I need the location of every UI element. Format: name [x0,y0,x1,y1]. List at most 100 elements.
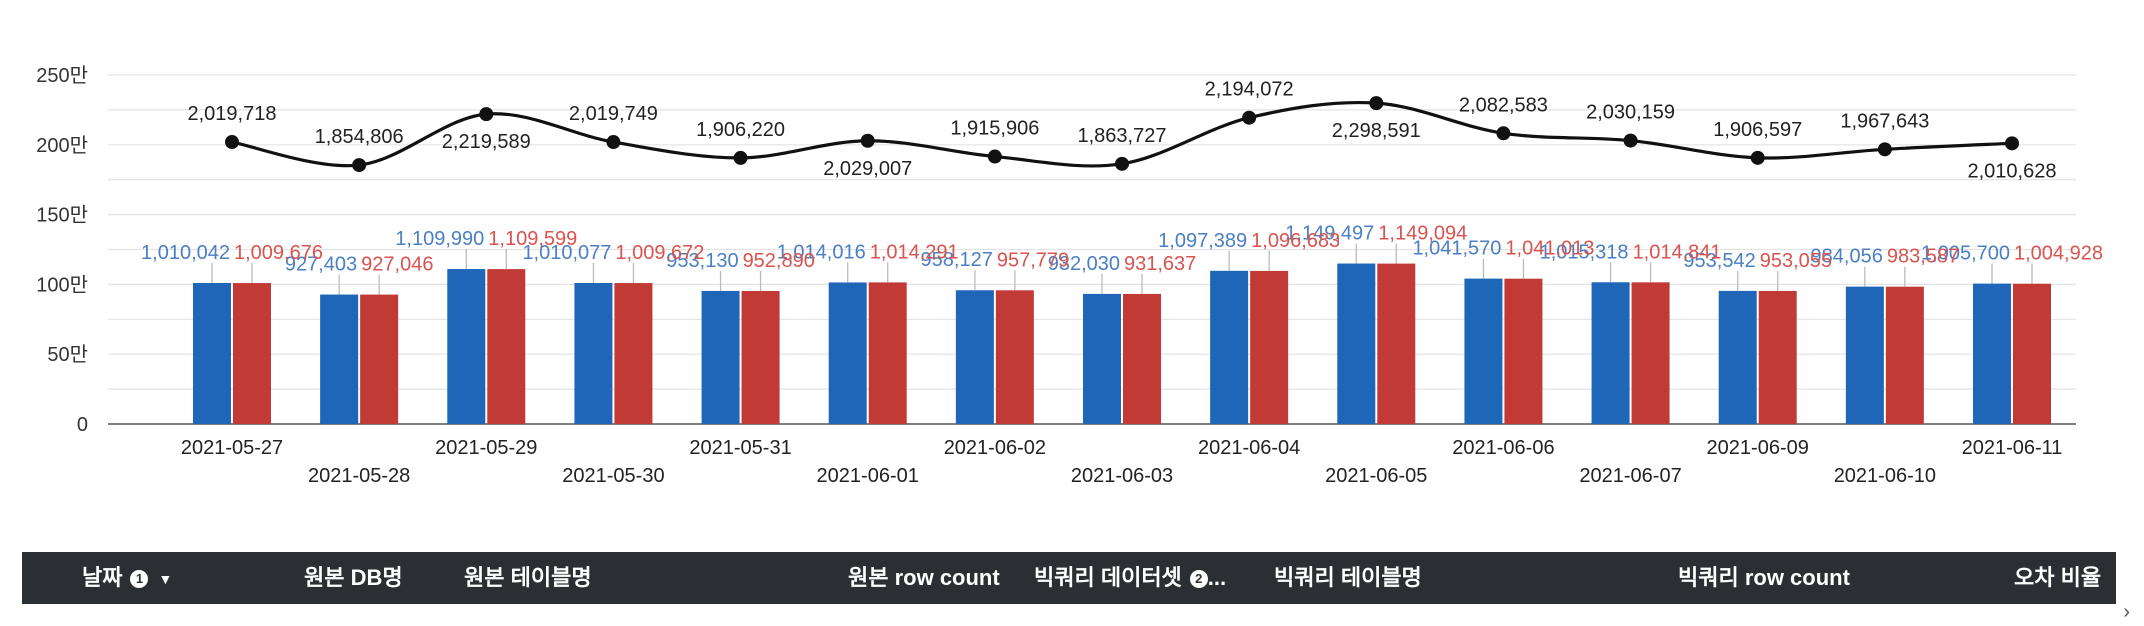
x-tick-label: 2021-06-09 [1707,437,1809,459]
x-tick-label: 2021-06-07 [1579,465,1681,487]
info-badge-icon: 2 [1190,570,1208,588]
column-header-source-table[interactable]: 원본 테이블명 [464,552,592,604]
chevron-right-icon[interactable]: › [2123,601,2130,624]
x-tick-label: 2021-06-11 [1962,437,2063,459]
line-data-label: 2,082,583 [1459,94,1548,116]
line-point [2005,136,2019,150]
line-point [1115,157,1129,171]
chart: 0 50만 100만 150만 200만 250만 2021-05-27 2021-05-28… [0,0,2144,540]
bar-data-label: 957,779 [997,249,1069,271]
column-header-date[interactable]: 날짜 1 ▼ [82,552,172,604]
bar [829,282,867,424]
bar [233,283,271,424]
line-data-label: 1,915,906 [950,118,1039,140]
line-point [1369,96,1383,110]
bar-data-label: 1,096,683 [1251,230,1340,252]
bar-data-label: 952,890 [743,250,815,272]
y-tick-label: 150만 [36,204,88,227]
column-header-label: 오차 비율 [2014,565,2101,590]
bar-data-label: 927,046 [361,254,433,276]
bar [742,291,780,424]
bar [1592,282,1630,424]
column-header-error-rate[interactable]: 오차 비율 [2014,552,2101,604]
line-data-label: 2,194,072 [1205,79,1294,101]
column-header-label: 원본 row count [848,565,1000,590]
bar [574,283,612,424]
y-tick-label: 250만 [36,64,88,87]
line-data-label: 2,298,591 [1332,120,1421,142]
line-data-label: 1,906,220 [696,119,785,141]
line-data-label: 2,019,718 [188,103,277,125]
line-data-label: 2,029,007 [823,158,912,180]
bar [447,269,485,424]
bar [1846,287,1884,424]
bar [1973,284,2011,424]
bar-data-label: 1,009,672 [615,242,704,264]
bar [956,290,994,424]
bar [1759,291,1797,424]
x-tick-label: 2021-06-05 [1325,465,1427,487]
line-point [1624,134,1638,148]
line-point [479,107,493,121]
column-header-label: 빅쿼리 데이터셋 [1034,565,1182,590]
y-tick-label: 200만 [36,134,88,157]
bar [1337,264,1375,424]
bar [1886,287,1924,424]
column-header-label: 원본 테이블명 [464,565,592,590]
line-point [734,151,748,165]
line-point [1878,142,1892,156]
bar [1250,271,1288,424]
line-data-label: 1,906,597 [1713,119,1802,141]
bar-data-label: 983,587 [1887,246,1959,268]
x-tick-label: 2021-06-01 [817,465,919,487]
bar-data-label: 1,004,928 [2014,243,2103,265]
line-point [225,135,239,149]
line-data-label: 1,967,643 [1840,110,1929,132]
column-header-bq-table[interactable]: 빅쿼리 테이블명 [1274,552,1422,604]
bar [193,283,231,424]
x-tick-label: 2021-06-10 [1834,465,1936,487]
bar-data-label: 1,014,841 [1633,241,1722,263]
bar [320,295,358,424]
column-header-source-row-count[interactable]: 원본 row count [848,552,1000,604]
sort-caret-icon[interactable]: ▼ [158,553,172,605]
x-tick-label: 2021-05-29 [435,437,537,459]
x-tick-label: 2021-05-28 [308,465,410,487]
bar-data-label: 1,097,389 [1158,230,1247,252]
x-tick-label: 2021-05-30 [562,465,664,487]
line-data-label: 1,863,727 [1078,125,1167,147]
bar [702,291,740,424]
column-header-source-db[interactable]: 원본 DB명 [304,552,403,604]
bar [1210,271,1248,424]
column-header-label: 원본 DB명 [304,565,403,590]
x-tick-label: 2021-06-03 [1071,465,1173,487]
bar [1464,279,1502,424]
line-data-label: 2,010,628 [1968,160,2057,182]
line-point [606,135,620,149]
bar-data-label: 1,014,291 [870,241,959,263]
bar [1123,294,1161,424]
column-header-bq-dataset[interactable]: 빅쿼리 데이터셋 2... [1034,552,1226,604]
table-header: 날짜 1 ▼ 원본 DB명 원본 테이블명 원본 row count 빅쿼리 데이터… [22,552,2116,604]
bar-data-label: 1,009,676 [234,242,323,264]
overflow-ellipsis: ... [1208,565,1226,590]
bar [869,282,907,424]
line-data-label: 2,219,589 [442,131,531,153]
bar [1377,264,1415,424]
line-point [1496,126,1510,140]
line-point [1242,111,1256,125]
y-tick-label: 50만 [47,343,88,366]
line-data-label: 2,030,159 [1586,102,1675,124]
line-data-label: 2,019,749 [569,103,658,125]
x-tick-label: 2021-06-04 [1198,437,1300,459]
bar [487,269,525,424]
column-header-label: 빅쿼리 row count [1678,565,1850,590]
bar [1083,294,1121,424]
line-point [1751,151,1765,165]
line-point [861,134,875,148]
bar [1719,291,1757,424]
line-point [988,150,1002,164]
column-header-bq-row-count[interactable]: 빅쿼리 row count [1678,552,1850,604]
line-data-label: 1,854,806 [315,126,404,148]
bar [1504,279,1542,424]
